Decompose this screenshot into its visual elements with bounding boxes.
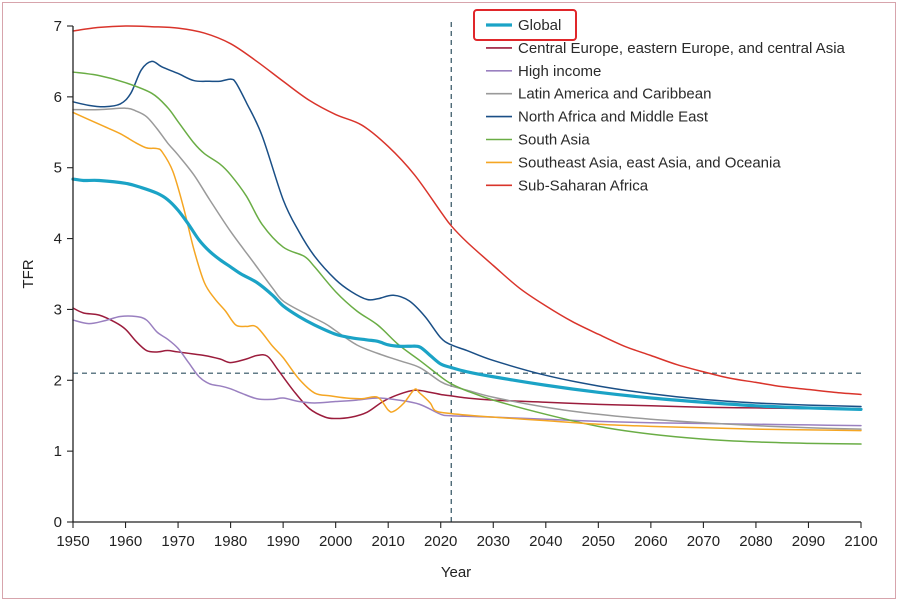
x-tick-label: 2080	[739, 533, 772, 550]
series-line-south-asia	[72, 71, 862, 445]
legend-label-sub-saharan-africa: Sub-Saharan Africa	[518, 177, 649, 194]
legend-label-global: Global	[518, 17, 561, 34]
series-line-southeast-asia-east-asia-and-oceania	[72, 111, 862, 432]
x-ticks: 1950 1960 1970 1980 1990 2000 2010 2020 2030 2040…	[56, 522, 878, 550]
x-tick-label: 2030	[477, 533, 510, 550]
global-highlight-box	[473, 9, 577, 41]
x-tick-label: 2050	[582, 533, 615, 550]
series-line-sub-saharan-africa	[72, 25, 862, 396]
x-tick-label: 2060	[634, 533, 667, 550]
series-layer	[71, 25, 863, 445]
y-tick-label: 6	[54, 89, 62, 106]
x-tick-label: 2070	[687, 533, 720, 550]
reference-lines	[73, 22, 861, 522]
legend-label-central-europe-eastern-europe-and-central-asia: Central Europe, eastern Europe, and cent…	[518, 40, 846, 57]
y-tick-label: 1	[54, 443, 62, 460]
x-tick-label: 2020	[424, 533, 457, 550]
y-tick-label: 4	[54, 231, 62, 248]
x-tick-label: 1980	[214, 533, 247, 550]
x-tick-label: 2090	[792, 533, 825, 550]
x-axis-title: Year	[441, 564, 471, 581]
x-tick-label: 2010	[372, 533, 405, 550]
series-line-central-europe-eastern-europe-and-central-asia	[72, 307, 862, 420]
x-tick-label: 2100	[844, 533, 877, 550]
y-ticks: 0 1 2 3 4 5 6 7	[54, 18, 73, 531]
series-line-latin-america-and-caribbean	[72, 107, 862, 430]
series-line-global	[71, 177, 863, 411]
legend-label-southeast-asia-east-asia-and-oceania: Southeast Asia, east Asia, and Oceania	[518, 154, 781, 171]
axes: 0 1 2 3 4 5 6 7 1950 1960 1970 1980 1990 2000 2010 202…	[20, 18, 878, 581]
legend-label-latin-america-and-caribbean: Latin America and Caribbean	[518, 86, 711, 103]
y-tick-label: 3	[54, 301, 62, 318]
x-tick-label: 2000	[319, 533, 352, 550]
x-tick-label: 1960	[109, 533, 142, 550]
legend: Global Central Europe, eastern Europe, an…	[486, 17, 846, 194]
x-tick-label: 1990	[266, 533, 299, 550]
legend-label-high-income: High income	[518, 63, 601, 80]
legend-label-north-africa-and-middle-east: North Africa and Middle East	[518, 109, 709, 126]
x-tick-label: 1950	[56, 533, 89, 550]
x-tick-label: 2040	[529, 533, 562, 550]
y-tick-label: 5	[54, 160, 62, 177]
series-line-north-africa-and-middle-east	[72, 60, 862, 408]
series-line-high-income	[72, 315, 862, 427]
y-axis-title: TFR	[20, 259, 37, 288]
x-tick-label: 1970	[161, 533, 194, 550]
y-tick-label: 7	[54, 18, 62, 35]
y-tick-label: 2	[54, 372, 62, 389]
y-tick-label: 0	[54, 514, 62, 531]
legend-label-south-asia: South Asia	[518, 132, 590, 149]
